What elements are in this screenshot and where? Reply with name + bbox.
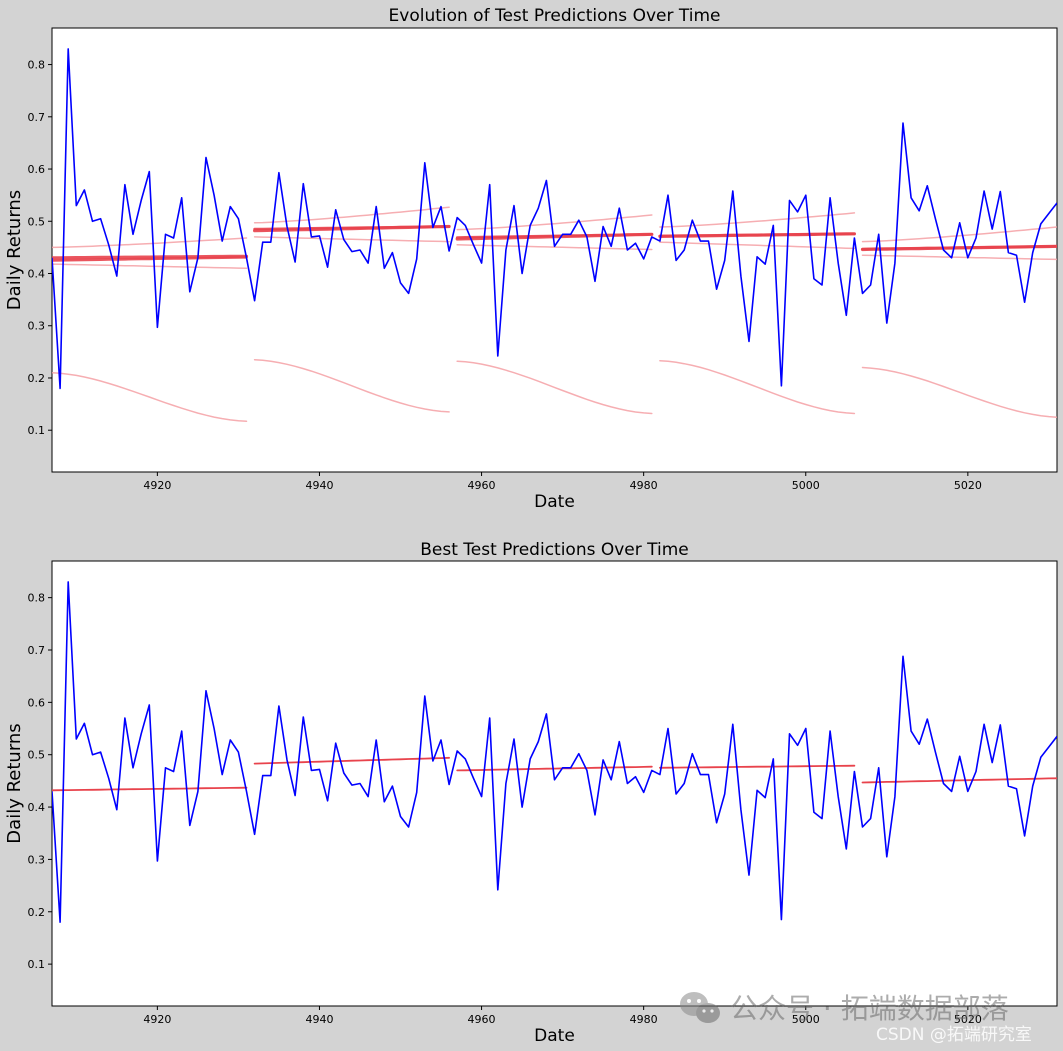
prediction-line xyxy=(52,786,248,792)
prediction-line-faint xyxy=(659,241,856,250)
y-axis-label: Daily Returns xyxy=(4,723,25,843)
y-tick-label: 0.4 xyxy=(28,268,46,281)
y-tick-label: 0.7 xyxy=(28,644,46,657)
x-tick-label: 5000 xyxy=(792,479,820,492)
y-tick-label: 0.1 xyxy=(28,424,46,437)
prediction-line xyxy=(861,777,1057,784)
prediction-line-faint xyxy=(456,360,653,415)
x-tick-label: 4980 xyxy=(630,479,658,492)
prediction-line-faint xyxy=(861,366,1057,418)
prediction-line-main xyxy=(52,254,249,260)
plot-layer xyxy=(52,581,1057,923)
x-tick-label: 4960 xyxy=(468,1013,496,1026)
actual-series-line xyxy=(52,48,1057,390)
x-tick-label: 4920 xyxy=(143,1013,171,1026)
watermark: 公众号 · 拓端数据部落 xyxy=(680,992,1009,1025)
y-tick-label: 0.5 xyxy=(28,215,46,228)
chart-evolution: 4920 4940 4960 4980 5000 5020 0.1 0.2 0.3 0.4 0.5 0… xyxy=(4,6,1058,512)
x-tick-label: 4940 xyxy=(305,1013,333,1026)
prediction-line-faint xyxy=(659,212,856,228)
y-tick-label: 0.5 xyxy=(28,749,46,762)
plot-area xyxy=(51,560,1058,1007)
y-axis-label: Daily Returns xyxy=(4,190,25,310)
y-tick-label: 0.3 xyxy=(28,853,46,866)
x-tick-label: 5020 xyxy=(954,1013,982,1026)
prediction-line-faint xyxy=(253,236,450,243)
prediction-line-main xyxy=(658,232,856,238)
watermark-line-2: CSDN @拓端研究室 xyxy=(876,1025,1032,1045)
watermark-line-1: 公众号 · 拓端数据部落 xyxy=(730,992,1009,1025)
prediction-line-main xyxy=(455,233,654,239)
x-tick-label: 4920 xyxy=(143,479,171,492)
prediction-line-faint xyxy=(253,358,450,413)
prediction-line-faint xyxy=(861,226,1057,243)
prediction-line-faint xyxy=(456,244,653,251)
x-axis-label: Date xyxy=(534,492,575,512)
prediction-line xyxy=(659,764,856,769)
actual-series-line xyxy=(52,581,1057,923)
prediction-line-faint xyxy=(456,214,653,231)
y-tick-label: 0.2 xyxy=(28,372,46,385)
chart-title: Best Test Predictions Over Time xyxy=(420,540,689,560)
y-tick-label: 0.3 xyxy=(28,320,46,333)
y-tick-label: 0.4 xyxy=(28,801,46,814)
prediction-line-faint xyxy=(659,359,856,415)
wechat-icon xyxy=(680,992,720,1023)
y-tick-label: 0.6 xyxy=(28,163,46,176)
chart-title: Evolution of Test Predictions Over Time xyxy=(389,6,721,26)
x-tick-label: 4980 xyxy=(630,1013,658,1026)
y-tick-label: 0.7 xyxy=(28,111,46,124)
plot-layer xyxy=(52,48,1057,423)
prediction-line xyxy=(456,765,653,772)
x-tick-label: 5020 xyxy=(954,479,982,492)
prediction-line-faint xyxy=(52,263,248,270)
y-tick-label: 0.8 xyxy=(28,59,46,72)
prediction-line-main xyxy=(861,245,1057,251)
y-tick-label: 0.1 xyxy=(28,958,46,971)
x-tick-label: 4960 xyxy=(468,479,496,492)
x-tick-label: 5000 xyxy=(792,1013,820,1026)
prediction-line-faint xyxy=(52,237,248,249)
x-tick-label: 4940 xyxy=(305,479,333,492)
y-tick-label: 0.2 xyxy=(28,906,46,919)
prediction-line-faint xyxy=(52,372,248,423)
x-axis-label: Date xyxy=(534,1026,575,1046)
prediction-line-main xyxy=(52,256,248,262)
chart-best: 4920 4940 4960 4980 5000 5020 0.1 0.2 0.3 0.4 0.5 0… xyxy=(4,540,1058,1046)
y-tick-label: 0.6 xyxy=(28,696,46,709)
y-tick-label: 0.8 xyxy=(28,592,46,605)
